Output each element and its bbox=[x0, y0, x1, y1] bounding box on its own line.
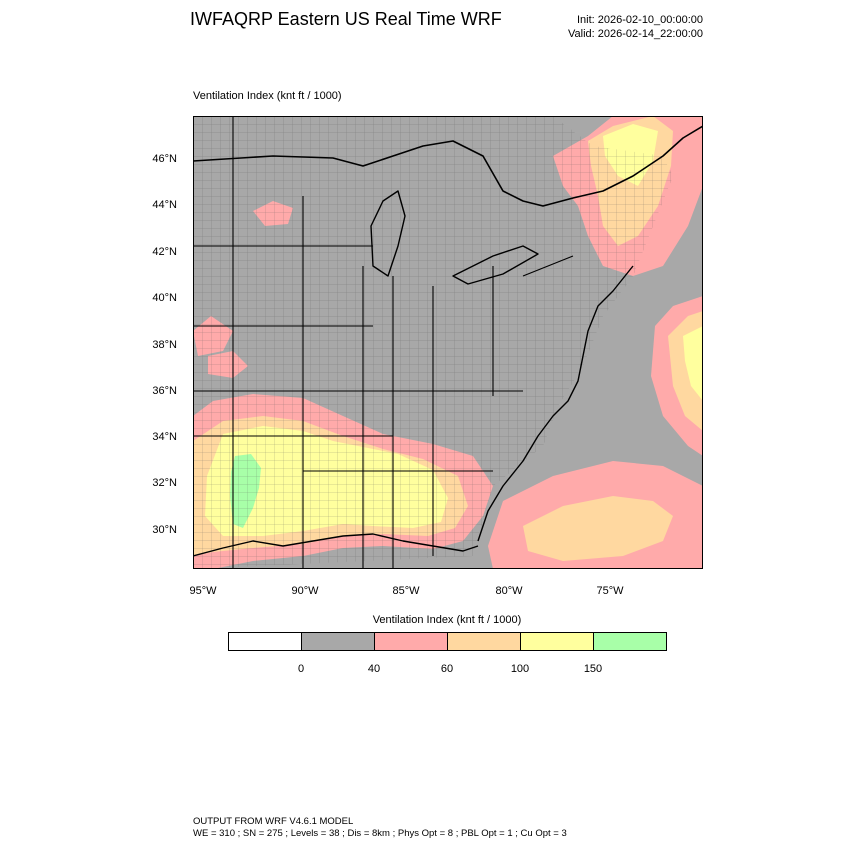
valid-time: Valid: 2026-02-14_22:00:00 bbox=[568, 28, 703, 40]
lake-erie bbox=[452, 245, 539, 285]
lat-label-44n: 44°N bbox=[152, 199, 177, 211]
lat-label-40n: 40°N bbox=[152, 292, 177, 304]
colorbar-tick-60: 60 bbox=[440, 663, 454, 675]
boundaries bbox=[193, 116, 703, 569]
lon-label-90w: 90°W bbox=[291, 585, 319, 597]
lon-label-80w: 80°W bbox=[495, 585, 523, 597]
atlantic-coast bbox=[477, 265, 634, 542]
colorbar-bin-below-0 bbox=[228, 632, 302, 651]
colorbar-bin-60-100 bbox=[447, 632, 521, 651]
lat-label-38n: 38°N bbox=[152, 339, 177, 351]
lon-label-85w: 85°W bbox=[392, 585, 420, 597]
lake-michigan bbox=[370, 190, 406, 277]
model-footer: OUTPUT FROM WRF V4.6.1 MODEL WE = 310 ; … bbox=[193, 816, 567, 840]
gulf-coast bbox=[193, 533, 479, 557]
colorbar-tick-40: 40 bbox=[367, 663, 381, 675]
lat-label-46n: 46°N bbox=[152, 153, 177, 165]
colorbar-tick-0: 0 bbox=[297, 663, 305, 675]
colorbar-tick-100: 100 bbox=[510, 663, 530, 675]
lon-label-75w: 75°W bbox=[596, 585, 624, 597]
lat-label-36n: 36°N bbox=[152, 385, 177, 397]
lat-label-34n: 34°N bbox=[152, 431, 177, 443]
lon-label-95w: 95°W bbox=[189, 585, 217, 597]
state-lines bbox=[193, 116, 574, 569]
footer-line-2: WE = 310 ; SN = 275 ; Levels = 38 ; Dis … bbox=[193, 828, 567, 839]
colorbar-title: Ventilation Index (knt ft / 1000) bbox=[372, 614, 522, 626]
canada-border bbox=[193, 125, 703, 207]
ventilation-index-map bbox=[193, 116, 703, 569]
colorbar-bin-40-60 bbox=[374, 632, 448, 651]
plot-variable-label: Ventilation Index (knt ft / 1000) bbox=[193, 90, 342, 102]
lat-label-30n: 30°N bbox=[152, 524, 177, 536]
colorbar-bin-above-150 bbox=[593, 632, 667, 651]
map-title: IWFAQRP Eastern US Real Time WRF bbox=[190, 9, 502, 29]
colorbar-bin-0-40 bbox=[301, 632, 375, 651]
lat-label-32n: 32°N bbox=[152, 477, 177, 489]
lat-label-42n: 42°N bbox=[152, 246, 177, 258]
shade-100-150-atlantic bbox=[683, 326, 703, 401]
colorbar bbox=[228, 632, 667, 651]
colorbar-bin-100-150 bbox=[520, 632, 594, 651]
footer-line-1: OUTPUT FROM WRF V4.6.1 MODEL bbox=[193, 816, 354, 827]
shade-60-100-se-offshore bbox=[523, 496, 673, 561]
colorbar-tick-150: 150 bbox=[583, 663, 603, 675]
init-time: Init: 2026-02-10_00:00:00 bbox=[577, 14, 703, 26]
